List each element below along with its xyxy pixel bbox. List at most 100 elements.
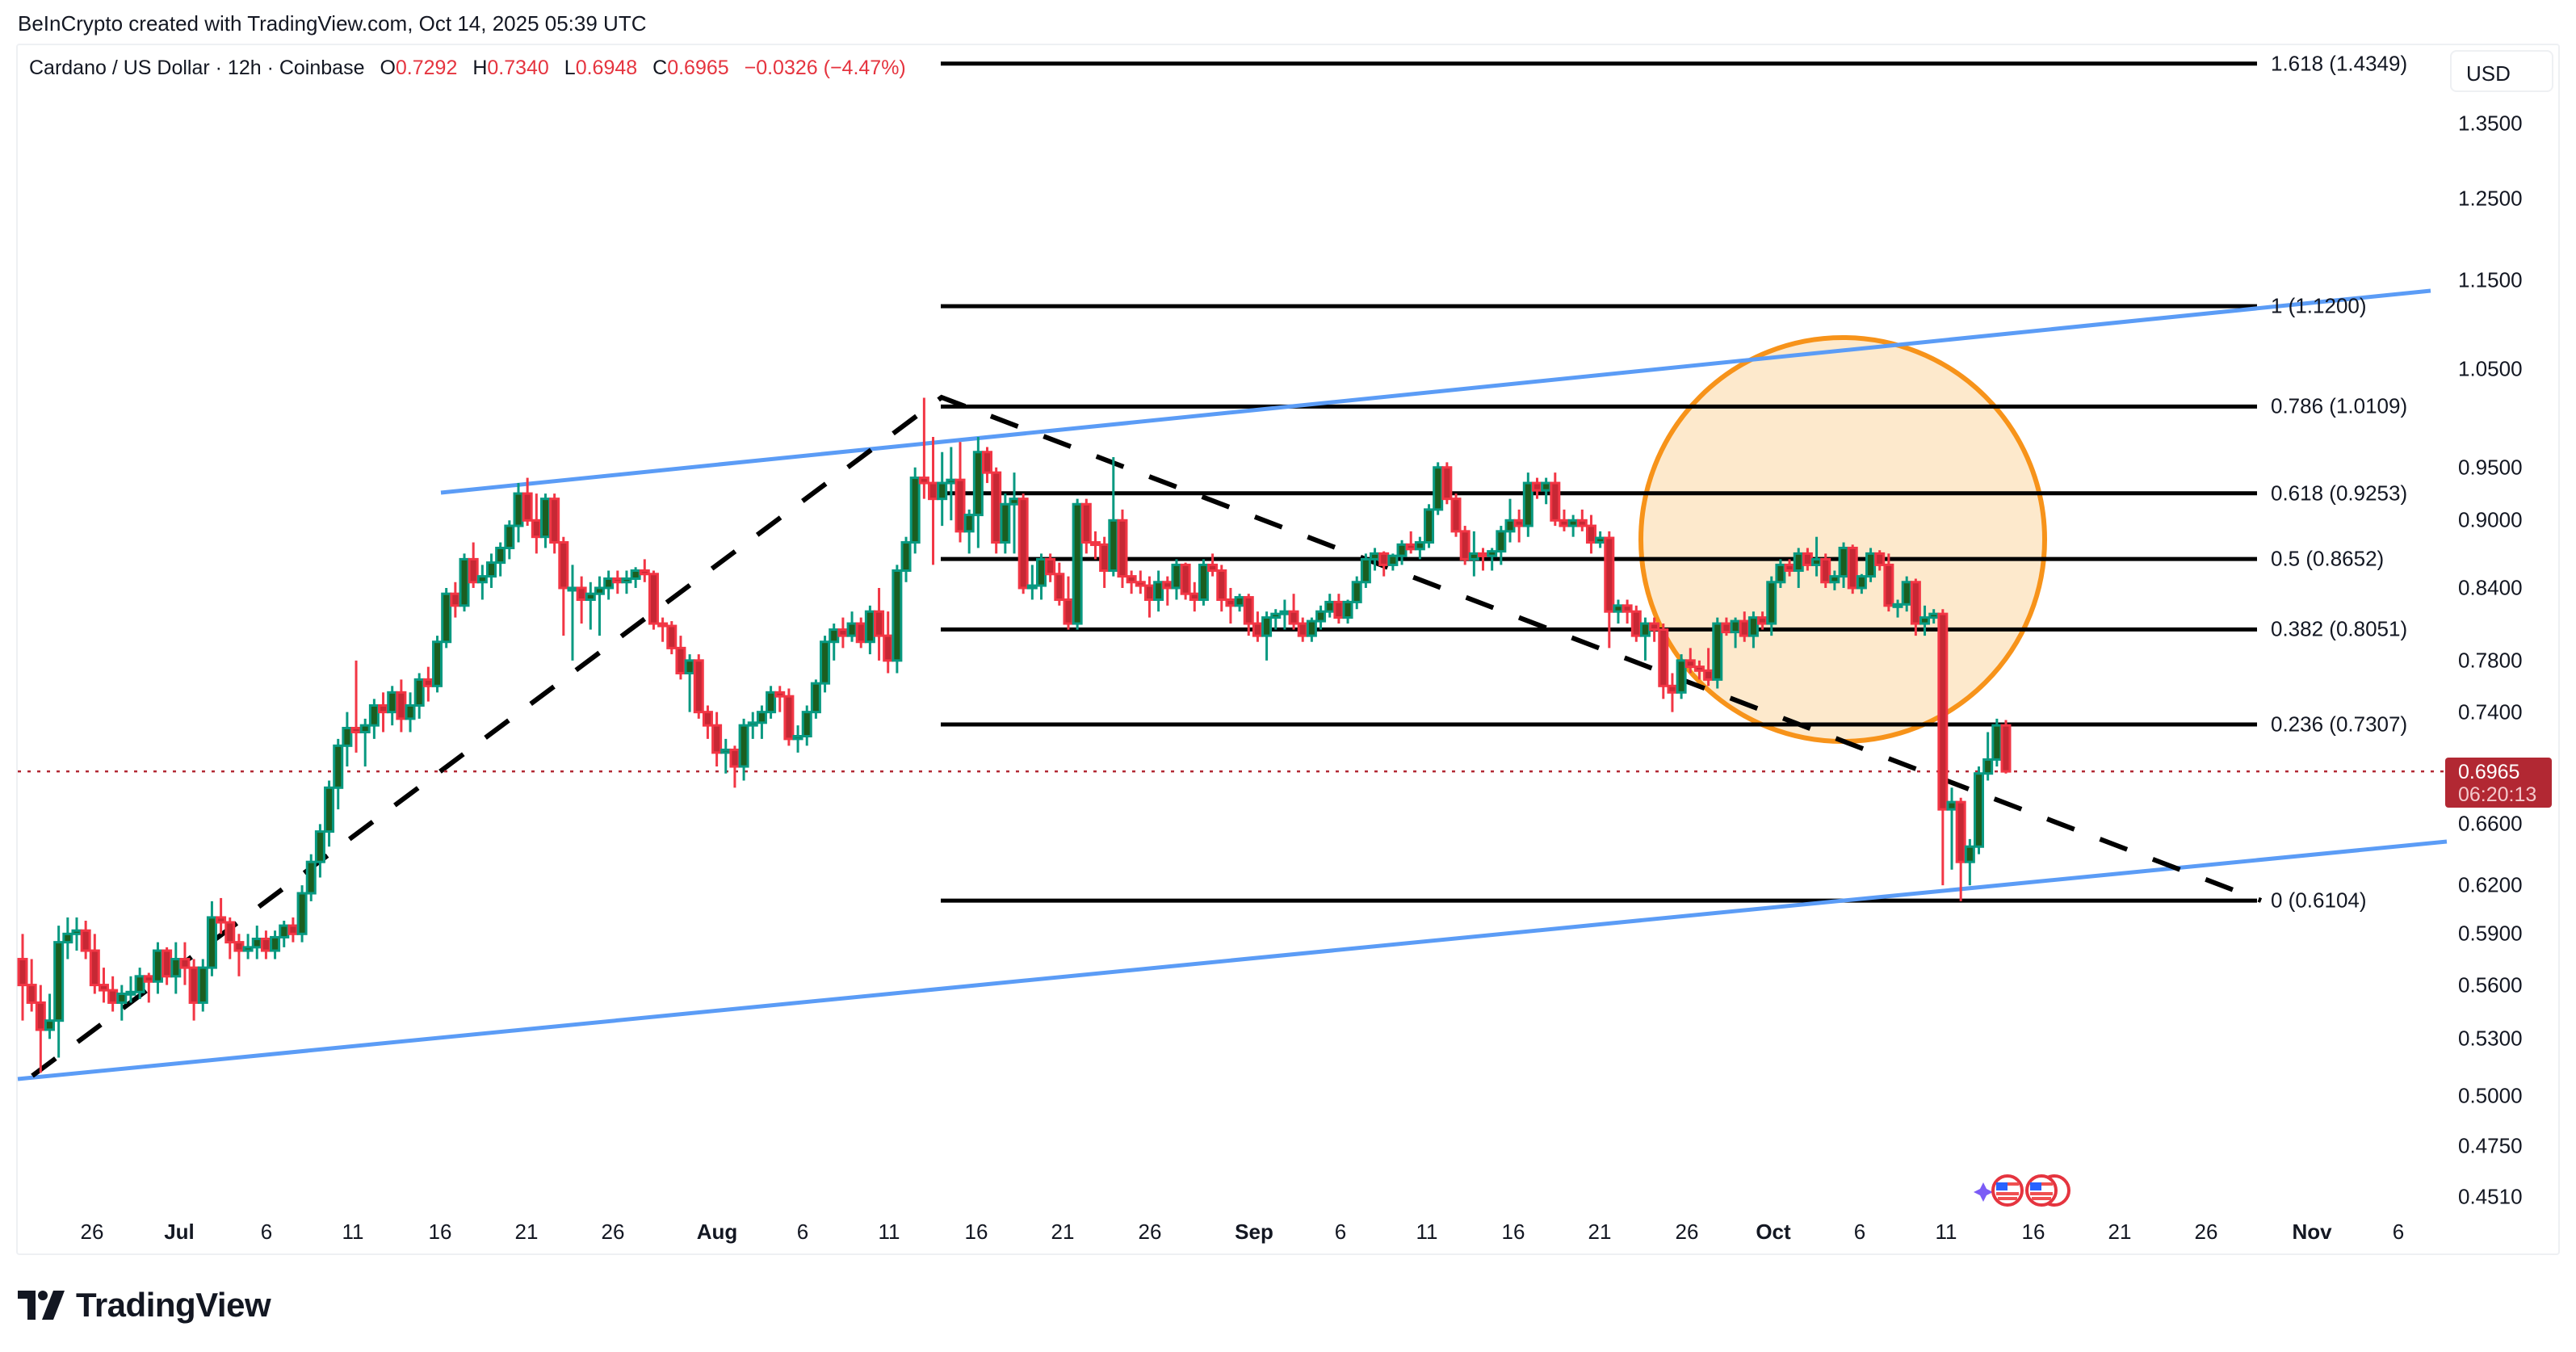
fib-level-label: 0 (0.6104) [2271, 888, 2367, 913]
candle-body [495, 546, 506, 565]
economic-events[interactable] [1974, 1173, 2103, 1207]
candle-body [287, 924, 299, 935]
candle-body [928, 481, 939, 501]
candle-body [639, 569, 650, 576]
candle-body [35, 1001, 46, 1031]
candle-body [450, 592, 461, 607]
candle-body [1838, 546, 1849, 578]
price-tick-label: 0.4750 [2458, 1133, 2523, 1158]
candle-body [504, 524, 515, 549]
candle-body [1784, 563, 1795, 573]
candle-body [1072, 502, 1083, 625]
upper-trendline[interactable] [440, 288, 2431, 495]
time-tick-label: 16 [2021, 1220, 2045, 1244]
candle-body [1730, 619, 1741, 634]
candle-body [963, 514, 975, 533]
candle-body [693, 659, 704, 714]
high-value: 0.7340 [487, 57, 549, 79]
candle-body [1063, 598, 1074, 625]
price-tick-label: 0.8400 [2458, 575, 2523, 600]
candle-body [1802, 552, 1813, 566]
candle-body [801, 711, 812, 738]
candle-body [17, 958, 28, 987]
candle-body [1450, 498, 1462, 533]
candle-body [1288, 610, 1299, 625]
candle-body [468, 557, 479, 584]
time-tick-label: Aug [696, 1220, 738, 1244]
candle-body [900, 541, 912, 573]
candle-body [1135, 581, 1146, 587]
price-tick-label: 0.7400 [2458, 699, 2523, 724]
close-label: C [652, 57, 668, 79]
candle-body [1387, 554, 1399, 566]
candle-body [630, 569, 641, 580]
candle-body [350, 726, 362, 733]
time-tick-label: 16 [428, 1220, 452, 1244]
candle-body [1820, 557, 1831, 584]
candle-body [1153, 581, 1164, 601]
candle-body [954, 478, 966, 533]
currency-button[interactable]: USD [2450, 50, 2553, 92]
candle-body [1216, 569, 1227, 601]
candle-body [972, 451, 984, 517]
time-tick-label: 26 [80, 1220, 104, 1244]
candle-body [1964, 845, 1975, 863]
us-flag-event-icon[interactable] [2025, 1174, 2070, 1207]
tradingview-logo[interactable]: TradingView [18, 1286, 271, 1325]
candle-body [378, 703, 389, 714]
candle-body [1099, 543, 1110, 573]
candle-body [1225, 598, 1236, 607]
candle-body [1089, 541, 1101, 547]
candle-body [1370, 552, 1381, 561]
candle-body [1576, 519, 1588, 527]
candle-body [1883, 563, 1894, 607]
candle-body [134, 975, 145, 993]
candle-body [513, 492, 524, 527]
candle-body [1108, 519, 1119, 573]
lower-trendline[interactable] [17, 839, 2448, 1081]
candle-body [53, 941, 65, 1022]
candle-body [621, 577, 632, 584]
price-tick-label: 0.5000 [2458, 1083, 2523, 1108]
price-tick-label: 1.2500 [2458, 186, 2523, 211]
bar-countdown: 06:20:13 [2458, 783, 2537, 806]
candle-body [1513, 519, 1525, 527]
candle-body [1035, 557, 1047, 587]
candle-body [729, 748, 740, 768]
candle-body [1693, 666, 1705, 672]
candle-body [324, 786, 335, 833]
time-tick-label: Nov [2292, 1220, 2332, 1244]
candle-body [1667, 684, 1678, 694]
candle-body [1026, 584, 1038, 590]
time-tick-label: Jul [164, 1220, 195, 1244]
candle-body [476, 575, 488, 584]
candle-body [26, 984, 37, 1004]
candle-body [1901, 581, 1912, 606]
candle-body [766, 691, 777, 714]
candle-body [422, 678, 434, 687]
candle-body [152, 949, 163, 983]
candle-body [432, 640, 443, 687]
us-flag-event-icon[interactable] [1991, 1174, 2024, 1207]
candle-body [1991, 724, 2003, 761]
candle-body [1459, 530, 1471, 561]
candle-body [1531, 481, 1542, 492]
candle-body [937, 481, 948, 501]
candle-body [1676, 659, 1687, 694]
candle-body [837, 628, 849, 637]
zigzag-dashed-line[interactable] [31, 394, 2263, 1078]
candle-body [576, 586, 587, 601]
candle-body [1639, 622, 1651, 637]
candle-body [1721, 622, 1732, 634]
symbol-legend: Cardano / US Dollar · 12h · Coinbase O0.… [29, 57, 906, 80]
candle-body [1045, 557, 1056, 576]
candle-body [116, 992, 128, 1004]
time-tick-label: Sep [1235, 1220, 1273, 1244]
candle-body [792, 735, 803, 741]
candle-body [1649, 622, 1660, 632]
symbol-title[interactable]: Cardano / US Dollar · 12h · Coinbase [29, 57, 365, 79]
candle-body [1243, 596, 1254, 625]
candle-body [909, 477, 921, 544]
candle-body [413, 678, 425, 707]
